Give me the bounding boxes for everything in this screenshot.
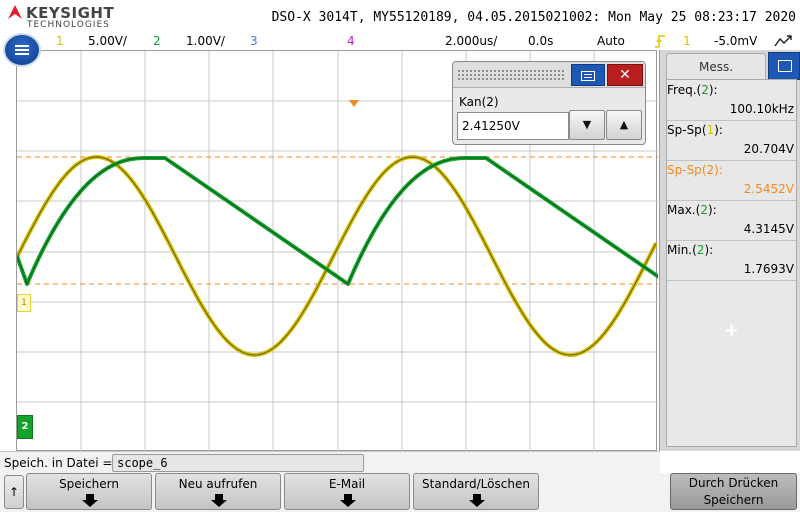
drag-grip[interactable] [457,69,565,81]
increment-button[interactable]: ▲ [606,110,642,140]
push-arrow-icon [82,494,98,508]
measurement-value: 100.10kHz [729,102,794,116]
save-to-file-label: Speich. in Datei = [4,456,113,470]
softkey-label: Neu aufrufen [178,477,258,491]
measurement-label: Sp-Sp(1): [667,123,723,137]
save-path-bar: Speich. in Datei = scope_6 [0,451,660,473]
ch3-number[interactable]: 3 [250,34,258,48]
recall-softkey[interactable]: Neu aufrufen [155,473,281,510]
divider [667,200,796,201]
brand-name: KEYSIGHT [26,4,115,22]
cursor-channel-label: Kan(2) [459,95,499,109]
panel-menu-button[interactable] [768,52,800,80]
ch2-ground-marker[interactable]: 2 [17,415,33,439]
measurement-item[interactable]: Sp-Sp(1): 20.704V [667,120,796,160]
ch2-waveform-core [17,157,658,286]
push-arrow-icon [211,494,227,508]
email-softkey[interactable]: E-Mail [284,473,410,510]
measurement-item[interactable]: Min.(2): 1.7693V [667,240,796,280]
softkey-row: ↑ Speichern Neu aufrufen E-Mail Standard… [0,473,800,512]
tab-measurements[interactable]: Mess. [666,53,766,79]
graticule [17,51,658,452]
print-key-line1: Durch Drücken [688,476,779,490]
back-up-button[interactable]: ↑ [4,475,24,509]
print-key-line2: Speichern [703,493,764,507]
dialog-close-button[interactable]: ✕ [607,64,643,86]
softkey-label: Standard/Löschen [422,477,530,491]
divider [667,120,796,121]
list-icon [581,71,595,81]
dialog-menu-button[interactable] [571,64,605,86]
measurement-label: Min.(2): [667,243,714,257]
measurement-value: 20.704V [743,142,794,156]
measurement-label: Freq.(2): [667,83,718,97]
measurement-value: 4.3145V [743,222,794,236]
horizontal-delay[interactable]: 0.0s [528,34,554,48]
press-to-save-button[interactable]: Durch Drücken Speichern [670,473,797,510]
measurement-item-selected[interactable]: Sp-Sp(2): 2.5452V [667,160,796,200]
cursor-dialog: ✕ Kan(2) 2.41250V ▼ ▲ [452,61,646,145]
trigger-level[interactable]: -5.0mV [714,34,758,48]
list-icon [778,60,792,72]
keysight-logo: KEYSIGHT TECHNOLOGIES [8,2,128,32]
status-bar: 1 5.00V/ 2 1.00V/ 3 4 2.000us/ 0.0s Auto… [0,32,800,50]
keysight-mark-icon [8,5,22,19]
trigger-edge-icon [655,35,665,48]
divider [667,160,796,161]
add-measurement-button[interactable]: + [724,320,740,341]
ch2-scale[interactable]: 1.00V/ [186,34,225,48]
save-softkey[interactable]: Speichern [26,473,152,510]
measurements-panel: Mess. Freq.(2): 100.10kHz Sp-Sp(1): 20.7… [659,50,800,451]
measurement-label: Sp-Sp(2): [667,163,723,177]
measurement-item[interactable]: Max.(2): 4.3145V [667,200,796,240]
run-state-icon[interactable] [773,33,795,49]
divider [667,280,796,281]
default-clear-softkey[interactable]: Standard/Löschen [413,473,539,510]
ch4-number[interactable]: 4 [347,34,355,48]
measurement-label: Max.(2): [667,203,717,217]
softkey-label: E-Mail [328,477,366,491]
instrument-title: DSO-X 3014T, MY55120189, 04.05.201502100… [271,10,796,25]
trigger-position-marker[interactable] [349,100,359,107]
menu-icon [15,45,29,55]
measurement-value: 2.5452V [743,182,794,196]
ch2-number[interactable]: 2 [153,34,161,48]
ch1-number[interactable]: 1 [56,34,64,48]
timebase-scale[interactable]: 2.000us/ [445,34,498,48]
filename-field[interactable]: scope_6 [112,454,364,472]
measurement-value: 1.7693V [743,262,794,276]
ch1-ground-marker[interactable]: 1 [17,294,31,312]
waveform-plot [17,51,658,452]
trigger-mode[interactable]: Auto [597,34,625,48]
measurement-list: Freq.(2): 100.10kHz Sp-Sp(1): 20.704V Sp… [666,79,797,447]
divider [667,240,796,241]
trigger-source[interactable]: 1 [683,34,691,48]
push-arrow-icon [340,494,356,508]
decrement-button[interactable]: ▼ [569,110,605,140]
ch1-waveform [17,155,658,357]
ch1-waveform-core [17,156,657,356]
brand-subtitle: TECHNOLOGIES [27,20,110,30]
main-menu-button[interactable] [3,33,41,67]
push-arrow-icon [469,494,485,508]
measurement-item[interactable]: Freq.(2): 100.10kHz [667,80,796,120]
cursor-value-field[interactable]: 2.41250V [457,112,569,140]
ch1-scale[interactable]: 5.00V/ [88,34,127,48]
softkey-label: Speichern [59,477,119,491]
